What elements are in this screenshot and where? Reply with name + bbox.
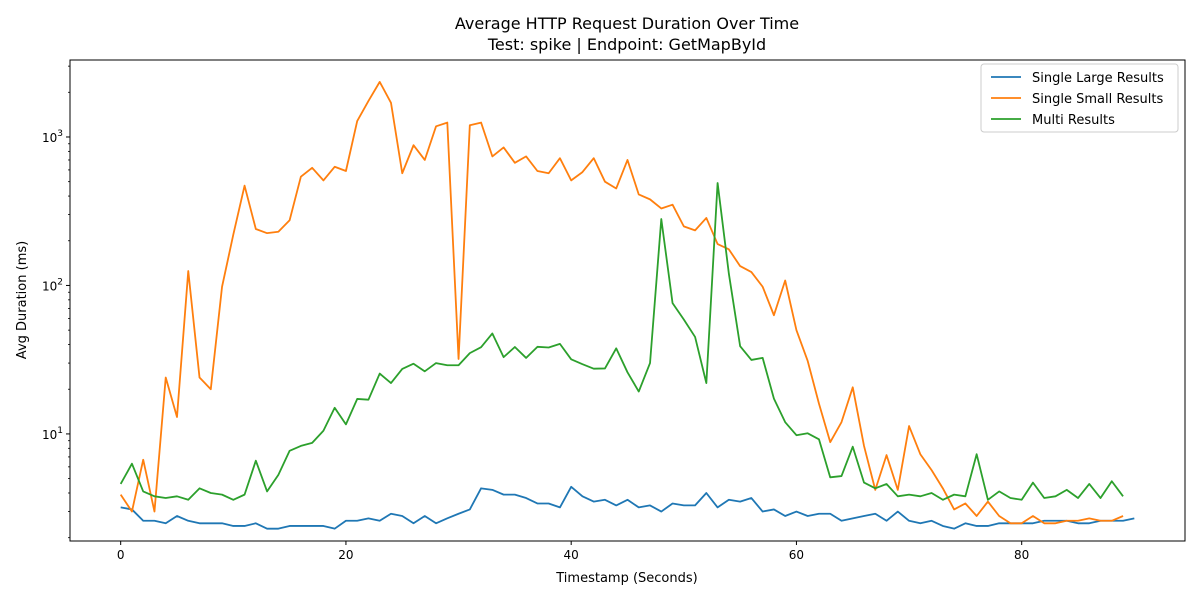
legend: Single Large Results Single Small Result… (980, 63, 1179, 133)
y-axis-label: Avg Duration (ms) (15, 241, 30, 359)
series-layer (119, 80, 1135, 530)
x-tick-label: 20 (338, 548, 353, 562)
chart-title: Average HTTP Request Duration Over Time (455, 14, 799, 33)
y-tick-label: 101 (42, 426, 63, 442)
x-tick-label: 40 (564, 548, 579, 562)
legend-label-single-small: Single Small Results (1032, 92, 1164, 107)
series-line-2 (119, 80, 1124, 525)
y-tick-label: 103 (42, 129, 63, 145)
series-line-3 (119, 182, 1124, 501)
legend-label-multi: Multi Results (1032, 113, 1115, 128)
plot-frame (69, 59, 1186, 542)
series-line-1 (120, 485, 1135, 530)
tick-layer: 0 20 40 60 80 101 102 103 (42, 65, 1029, 562)
legend-box (980, 63, 1179, 133)
y-tick-label: 102 (42, 277, 63, 293)
x-axis-label: Timestamp (Seconds) (555, 571, 697, 586)
chart-subtitle: Test: spike | Endpoint: GetMapById (487, 35, 766, 54)
x-tick-label: 60 (789, 548, 804, 562)
x-tick-label: 0 (117, 548, 125, 562)
legend-label-single-large: Single Large Results (1032, 71, 1164, 86)
x-tick-label: 80 (1014, 548, 1029, 562)
